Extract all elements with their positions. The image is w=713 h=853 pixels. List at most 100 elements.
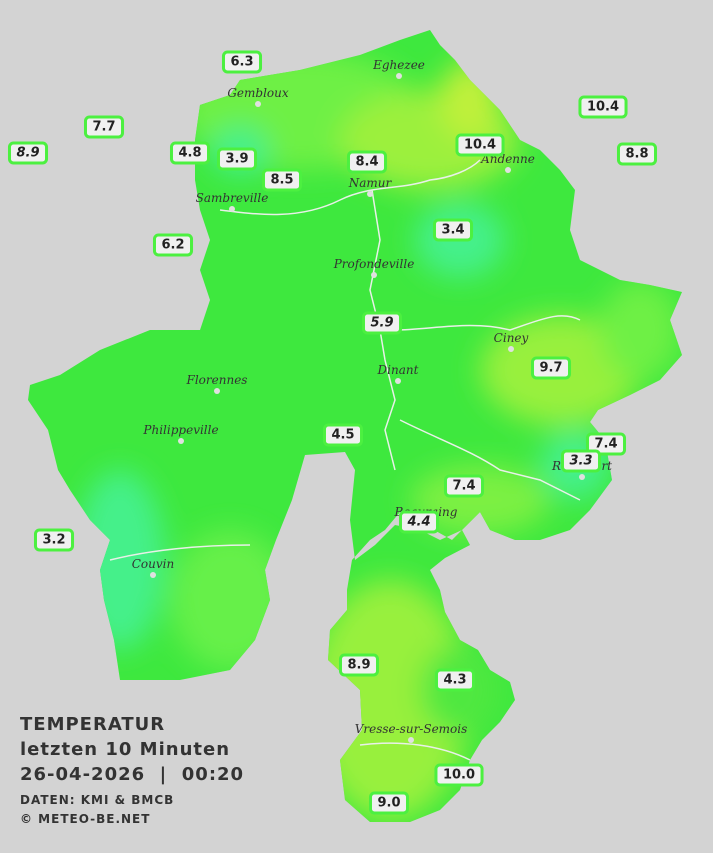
station-box bbox=[434, 668, 476, 692]
place-name: Couvin bbox=[132, 557, 174, 571]
station-box bbox=[322, 423, 364, 447]
station-value: 4.5 bbox=[331, 428, 354, 443]
station: 4.4 bbox=[398, 510, 440, 534]
place-name: Ciney bbox=[494, 331, 529, 345]
station: 8.9 bbox=[7, 141, 49, 165]
station-box bbox=[560, 449, 602, 473]
stations: 6.3 7.7 8.9 4.8 3.9 8.5 8.4 10.4 10.4 8.8 6.2 3.4 5.… bbox=[7, 50, 658, 815]
title: TEMPERATUR bbox=[20, 714, 165, 735]
station-box bbox=[432, 218, 474, 242]
place-dot bbox=[255, 101, 261, 107]
place-dot bbox=[395, 378, 401, 384]
place-name: Philippeville bbox=[142, 423, 218, 437]
station-box bbox=[338, 653, 380, 677]
station-value: 7.4 bbox=[594, 437, 617, 452]
station-box bbox=[346, 150, 388, 174]
station: 4.5 bbox=[322, 423, 364, 447]
place-name: Florennes bbox=[186, 373, 248, 387]
station-value: 3.4 bbox=[441, 223, 464, 238]
place-dot bbox=[214, 388, 220, 394]
place-dot bbox=[367, 191, 373, 197]
station-value: 8.5 bbox=[270, 173, 293, 188]
place-name: Dinant bbox=[377, 363, 419, 377]
place-dot bbox=[150, 572, 156, 578]
station-box bbox=[455, 133, 505, 157]
station-value: 8.9 bbox=[16, 146, 39, 161]
source: DATEN: KMI & BMCB bbox=[20, 793, 174, 807]
copyright: © METEO-BE.NET bbox=[20, 812, 150, 826]
station: 7.7 bbox=[83, 115, 125, 139]
station: 9.7 bbox=[530, 356, 572, 380]
station: 6.2 bbox=[152, 233, 194, 257]
station-box bbox=[443, 474, 485, 498]
place-dot bbox=[396, 73, 402, 79]
station-box bbox=[361, 311, 403, 335]
station-value: 10.4 bbox=[587, 100, 619, 115]
station-value: 10.4 bbox=[464, 138, 496, 153]
station: 8.8 bbox=[616, 142, 658, 166]
station-box bbox=[152, 233, 194, 257]
station: 3.2 bbox=[33, 528, 75, 552]
place-name: Eghezee bbox=[372, 58, 425, 72]
place-dot bbox=[178, 438, 184, 444]
station-value: 8.8 bbox=[625, 147, 648, 162]
station-box bbox=[261, 168, 303, 192]
place-dot bbox=[508, 346, 514, 352]
station-box bbox=[216, 147, 258, 171]
station: 3.4 bbox=[432, 218, 474, 242]
station-box bbox=[83, 115, 125, 139]
station: 10.4 bbox=[578, 95, 628, 119]
station: 10.0 bbox=[434, 763, 484, 787]
station-box bbox=[368, 791, 410, 815]
rivers bbox=[109, 159, 581, 761]
station-value: 10.0 bbox=[443, 768, 475, 783]
station: 4.3 bbox=[434, 668, 476, 692]
station-box bbox=[530, 356, 572, 380]
place-dot bbox=[229, 206, 235, 212]
subtitle: letzten 10 Minuten bbox=[20, 739, 230, 760]
station-box bbox=[616, 142, 658, 166]
place-dot bbox=[579, 474, 585, 480]
station-value: 4.3 bbox=[443, 673, 466, 688]
station-value: 4.4 bbox=[406, 515, 430, 530]
station-box bbox=[398, 510, 440, 534]
station: 8.9 bbox=[338, 653, 380, 677]
station-value: 7.7 bbox=[92, 120, 115, 135]
station: 10.4 bbox=[455, 133, 505, 157]
station-value: 8.9 bbox=[347, 658, 370, 673]
datetime: 26-04-2026 | 00:20 bbox=[20, 764, 244, 785]
station-box bbox=[585, 432, 627, 456]
station: 3.9 bbox=[216, 147, 258, 171]
station: 8.4 bbox=[346, 150, 388, 174]
station-box bbox=[33, 528, 75, 552]
place-dot bbox=[408, 737, 414, 743]
station-box bbox=[221, 50, 263, 74]
station-value: 6.3 bbox=[230, 55, 253, 70]
station: 9.0 bbox=[368, 791, 410, 815]
places: EghezeeGemblouxAndenneNamurSambrevillePr… bbox=[132, 58, 612, 743]
station-value: 3.9 bbox=[225, 152, 248, 167]
station-value: 6.2 bbox=[161, 238, 184, 253]
station-value: 3.2 bbox=[42, 533, 65, 548]
station-value: 5.9 bbox=[370, 316, 393, 331]
station-box bbox=[169, 141, 211, 165]
station-box bbox=[434, 763, 484, 787]
station-value: 7.4 bbox=[452, 479, 475, 494]
station: 8.5 bbox=[261, 168, 303, 192]
station-box bbox=[7, 141, 49, 165]
station-value: 9.7 bbox=[539, 361, 562, 376]
station: 5.9 bbox=[361, 311, 403, 335]
station-box bbox=[578, 95, 628, 119]
station-value: 8.4 bbox=[355, 155, 378, 170]
station-value: 3.3 bbox=[569, 454, 592, 469]
place-name: Sambreville bbox=[196, 191, 269, 205]
place-name: Gembloux bbox=[227, 86, 289, 100]
station: 7.4 bbox=[585, 432, 627, 456]
station: 3.3 bbox=[560, 449, 602, 473]
place-name: Namur bbox=[348, 176, 393, 190]
station: 4.8 bbox=[169, 141, 211, 165]
station-value: 4.8 bbox=[178, 146, 201, 161]
station-value: 9.0 bbox=[377, 796, 400, 811]
place-dot bbox=[505, 167, 511, 173]
